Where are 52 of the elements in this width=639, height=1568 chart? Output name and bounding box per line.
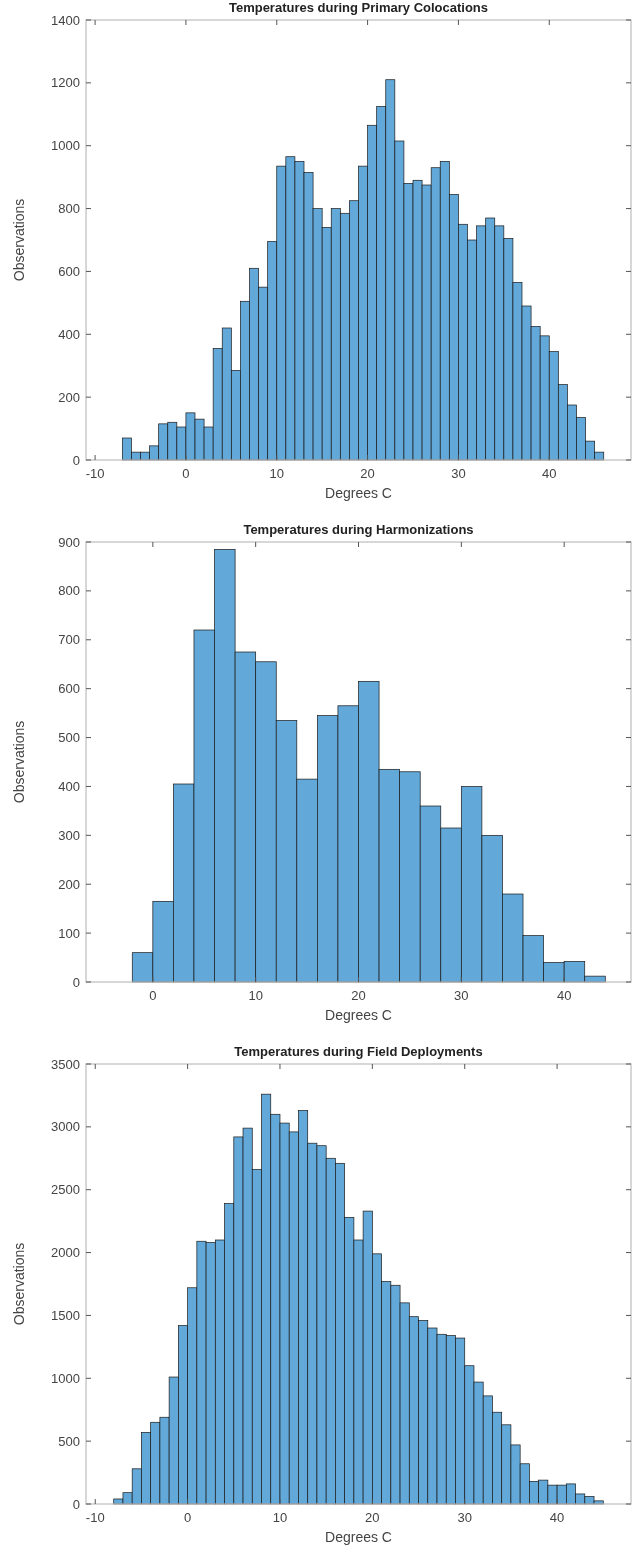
x-tick-label: 30 [454,988,469,1003]
y-tick-label: 100 [58,925,80,941]
x-tick-label: 20 [365,1510,380,1525]
x-tick-label: 40 [542,466,557,481]
y-tick-label: 200 [58,389,80,405]
y-axis-title: Observations [11,720,27,804]
x-tick-label: 0 [183,1510,192,1525]
chart-title: Temperatures during Harmonizations [243,522,474,537]
x-tick-label: 40 [556,988,572,1003]
x-tick-label: 30 [457,1510,472,1525]
y-tick-label: 500 [58,730,80,746]
x-tick-label: 10 [269,466,284,481]
x-tick-label: 0 [149,988,157,1003]
y-tick-label: 0 [72,974,80,990]
y-tick-label: 200 [58,876,80,892]
y-tick-label: 400 [58,326,80,342]
x-tick-label: 10 [248,988,263,1003]
y-tick-label: 3000 [51,1119,80,1135]
y-tick-label: 700 [58,632,80,648]
y-tick-label: 600 [58,263,80,279]
y-axis-title: Observations [11,198,27,282]
y-tick-label: 3500 [51,1056,80,1072]
y-tick-label: 500 [58,1433,80,1449]
x-tick-label: 40 [549,1510,565,1525]
y-tick-label: 1400 [51,12,80,28]
x-axis-title: Degrees C [325,485,392,501]
y-axis-title: Observations [11,1242,27,1326]
y-tick-label: 400 [58,778,80,794]
y-tick-label: 800 [58,201,80,217]
x-tick-label: 20 [360,466,375,481]
y-tick-label: 1000 [51,138,80,154]
y-tick-label: 2000 [51,1245,80,1261]
x-axis-title: Degrees C [325,1007,392,1023]
x-tick-label: 10 [272,1510,288,1525]
y-tick-label: 2500 [51,1182,80,1198]
x-tick-label: 30 [451,466,466,481]
y-tick-label: 0 [72,452,80,468]
x-tick-label: 0 [182,466,190,481]
y-tick-label: 1000 [51,1370,80,1386]
chart-title: Temperatures during Field Deployments [234,1044,483,1059]
chart-title: Temperatures during Primary Colocations [228,0,489,15]
y-tick-label: 300 [58,827,80,843]
y-tick-label: 1200 [51,75,80,91]
y-tick-label: 900 [58,534,80,550]
y-tick-label: 0 [72,1496,80,1512]
y-tick-label: 1500 [51,1307,80,1323]
x-tick-label: -10 [85,466,105,481]
x-tick-label: -10 [85,1510,105,1525]
x-axis-title: Degrees C [325,1529,392,1545]
y-tick-label: 600 [58,681,80,697]
x-tick-label: 20 [351,988,366,1003]
y-tick-label: 800 [58,583,80,599]
